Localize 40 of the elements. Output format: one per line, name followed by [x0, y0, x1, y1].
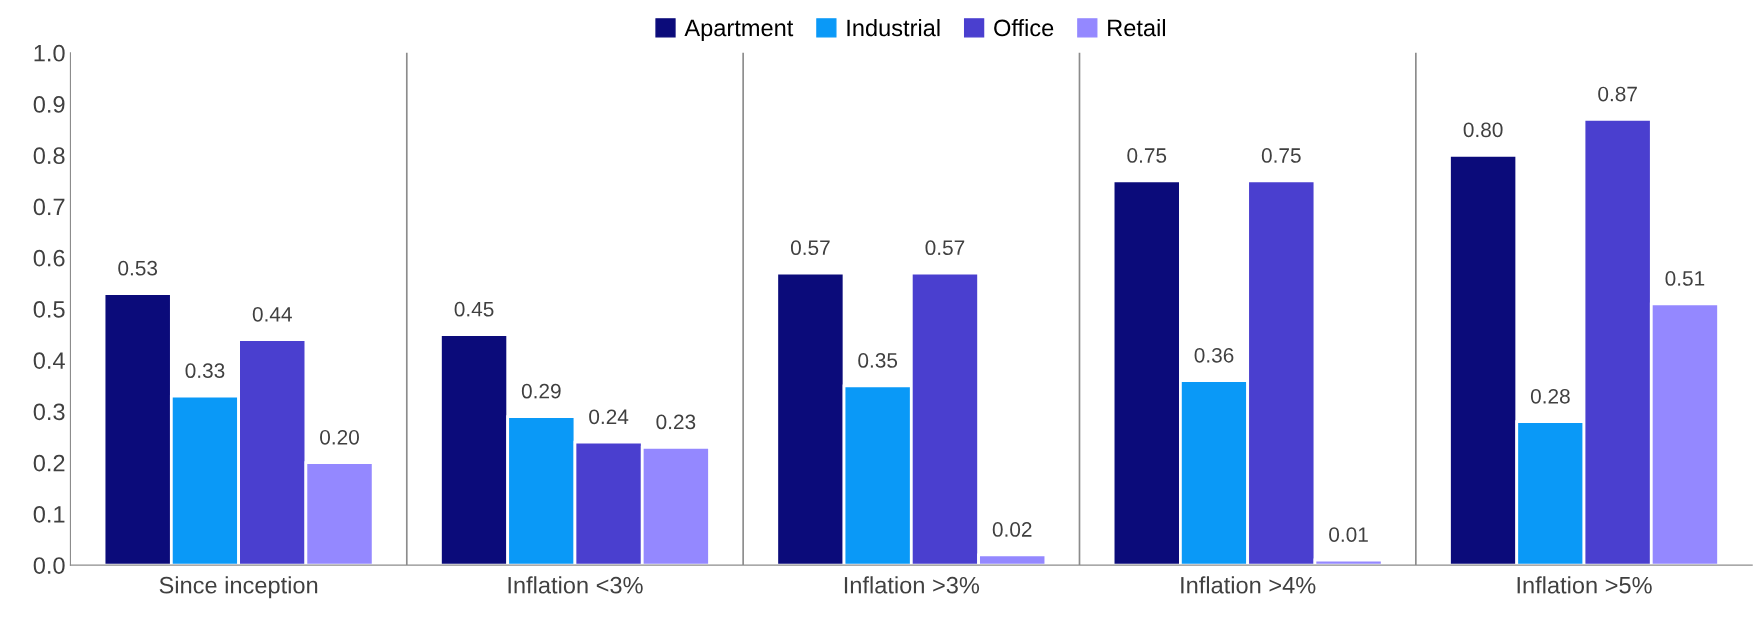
data-label: 0.57 [925, 240, 965, 256]
data-label: 0.87 [1598, 86, 1637, 102]
data-label: 0.44 [252, 306, 292, 322]
y-tick-label: 0.6 [33, 249, 65, 267]
legend-label: Industrial [847, 18, 940, 37]
data-label: 0.24 [589, 409, 629, 425]
y-tick-label: 0.7 [33, 198, 65, 216]
legend-label: Office [994, 18, 1054, 37]
y-tick-label: 0.3 [33, 403, 65, 421]
data-label: 0.36 [1194, 347, 1234, 363]
data-label: 0.51 [1665, 271, 1705, 286]
data-label: 0.33 [185, 363, 225, 379]
legend-label: Retail [1108, 18, 1165, 37]
x-tick-label: Since inception [159, 576, 318, 599]
x-tick-label: Inflation <3% [508, 576, 643, 594]
data-label: 0.01 [1329, 527, 1368, 542]
data-label: 0.35 [858, 353, 898, 368]
data-label: 0.53 [118, 260, 158, 276]
data-label: 0.75 [1261, 148, 1301, 163]
y-tick-label: 1.0 [34, 44, 65, 62]
data-label: 0.28 [1530, 388, 1570, 404]
data-label: 0.75 [1127, 148, 1167, 163]
y-tick-label: 0.2 [33, 454, 65, 472]
y-tick-label: 0.8 [33, 147, 65, 165]
y-tick-label: 0.1 [33, 505, 65, 523]
data-label: 0.20 [320, 429, 359, 445]
x-tick-label: Inflation >5% [1517, 576, 1652, 594]
data-label: 0.23 [656, 414, 696, 430]
legend-label: Apartment [684, 19, 794, 41]
data-label: 0.80 [1463, 122, 1503, 138]
y-tick-label: 0.4 [33, 352, 65, 369]
y-tick-label: 0.9 [33, 96, 65, 113]
data-label: 0.45 [454, 301, 494, 317]
data-label: 0.29 [521, 383, 561, 399]
y-tick-label: 0.5 [33, 301, 65, 318]
data-label: 0.02 [992, 522, 1032, 537]
y-tick-label: 0.0 [33, 557, 65, 574]
x-tick-label: Inflation >3% [844, 576, 980, 594]
data-label: 0.57 [790, 240, 830, 256]
x-tick-label: Inflation >4% [1181, 576, 1316, 594]
